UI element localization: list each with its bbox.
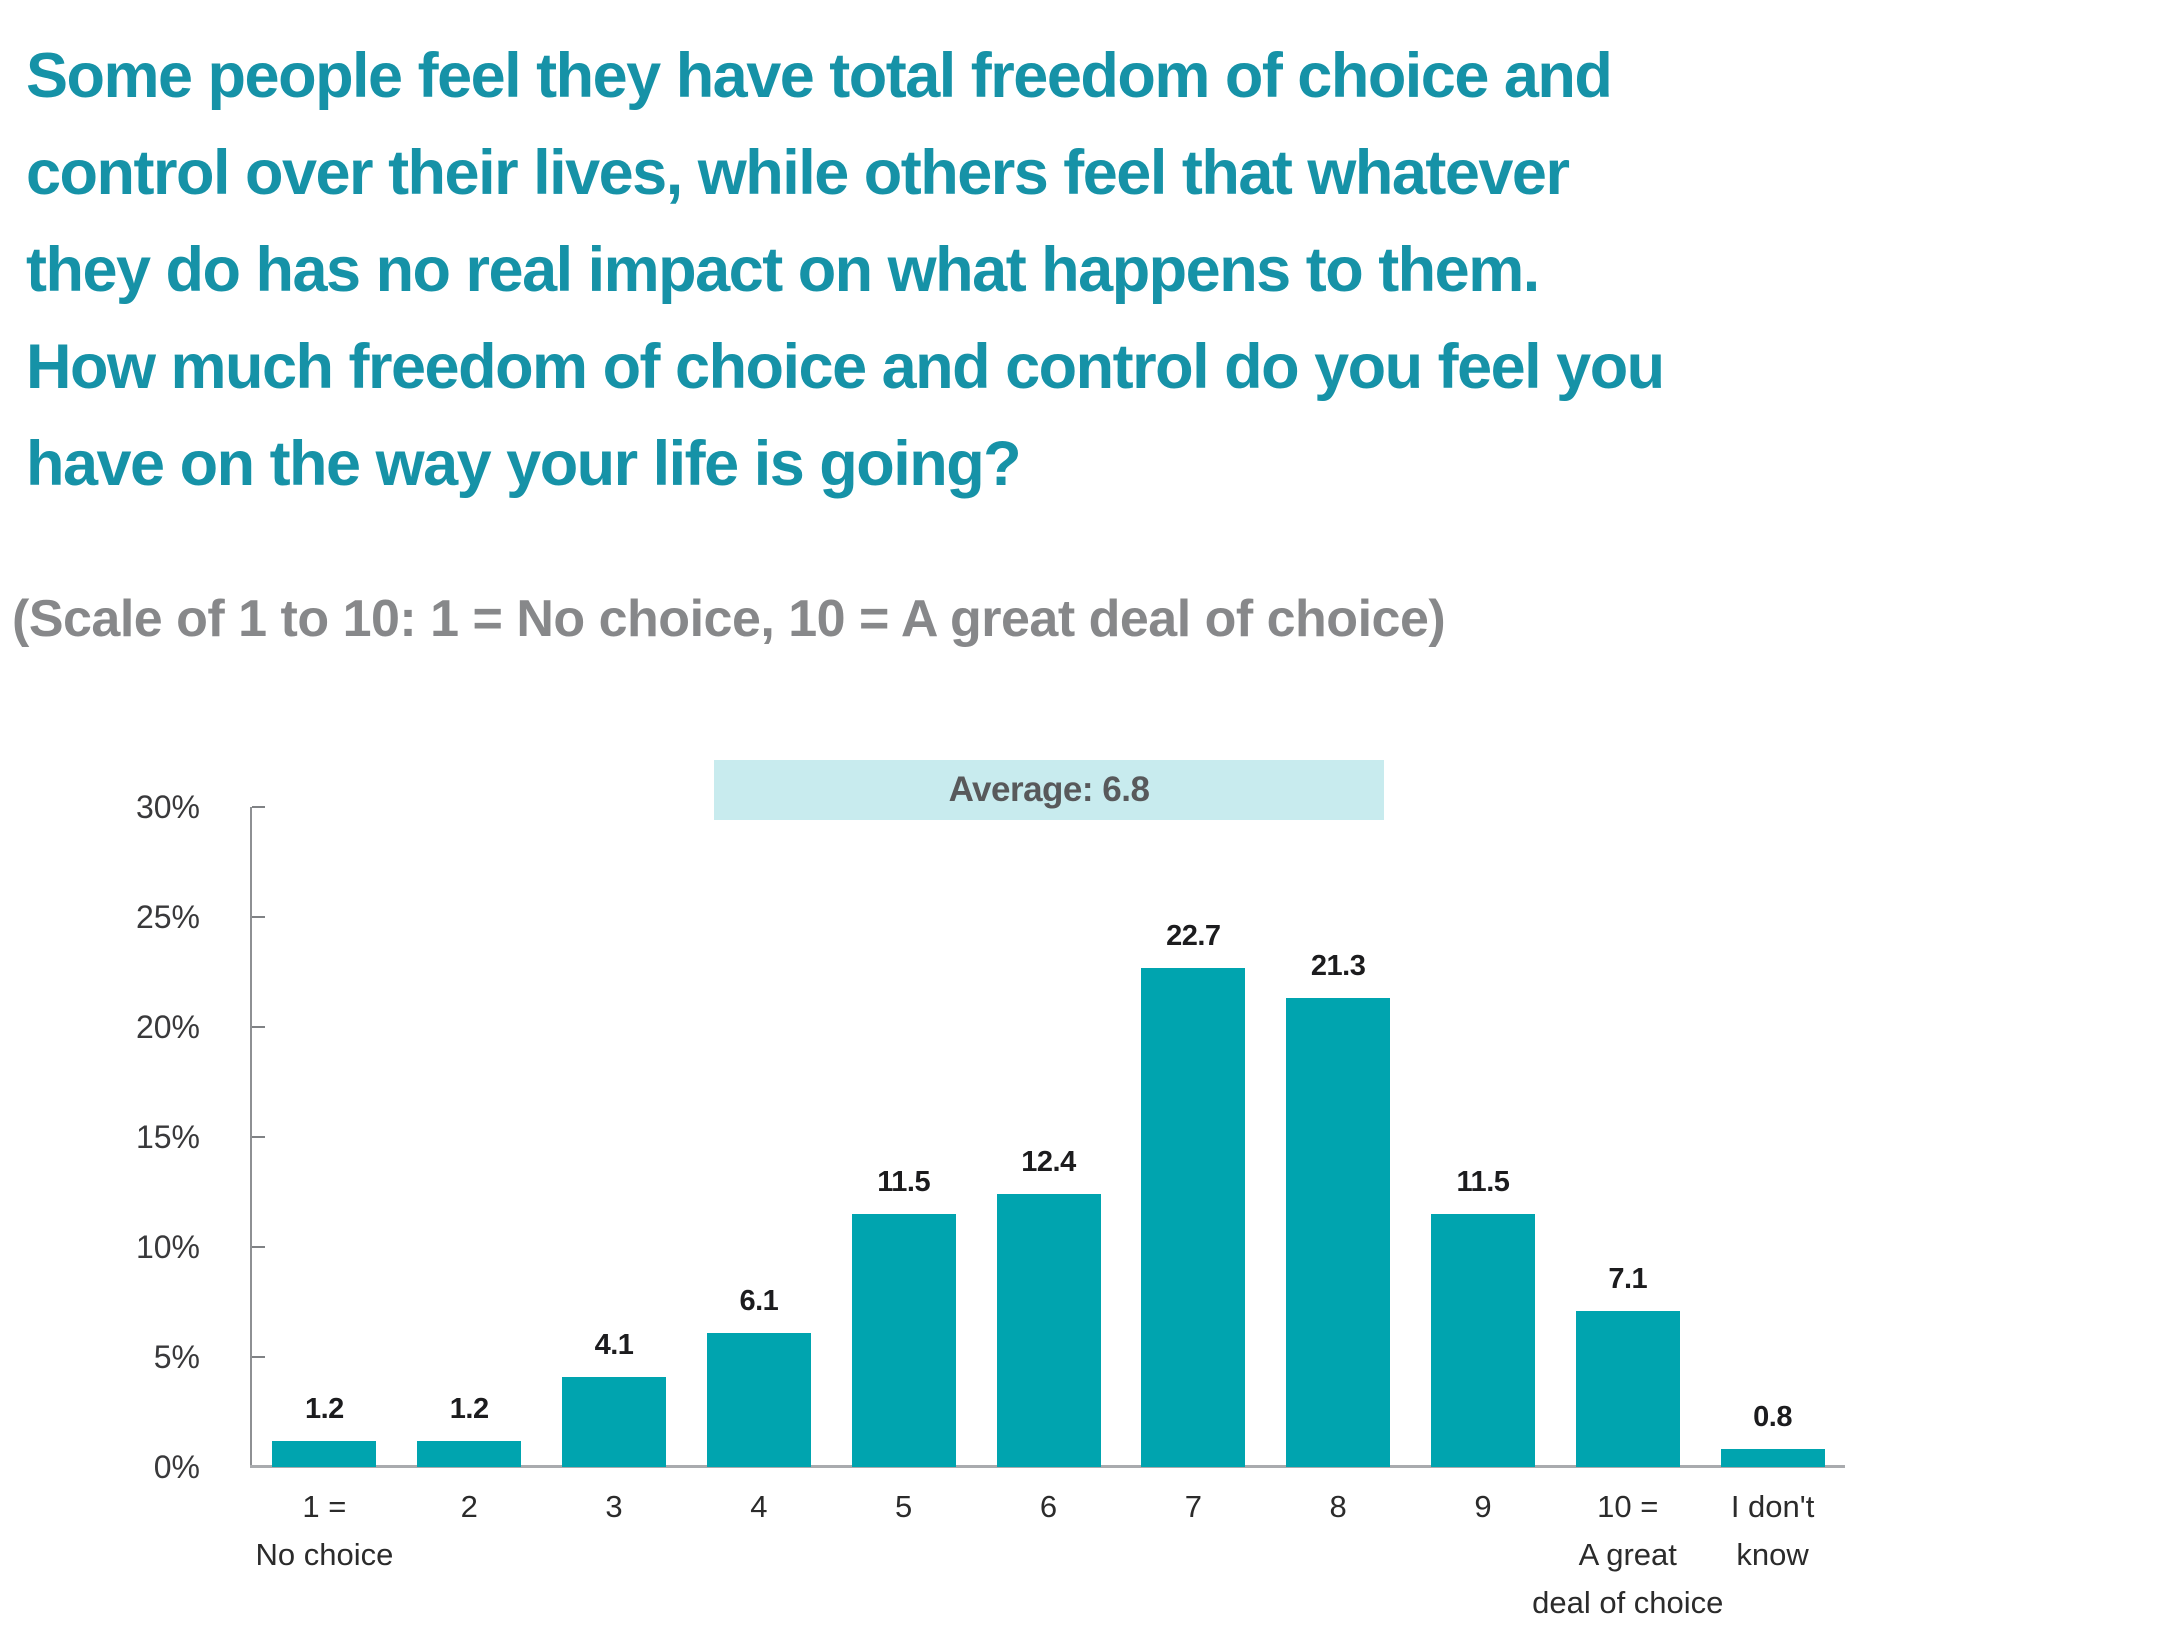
bar [272,1440,377,1467]
bar [1720,1449,1825,1467]
bar-value-label: 22.7 [1166,919,1221,952]
bar-value-label: 1.2 [304,1392,344,1425]
bar-value-label: 11.5 [877,1166,931,1198]
x-axis-label: 10 = A great deal of choice [1532,1489,1724,1620]
x-axis-label: I don't know [1730,1489,1815,1572]
x-axis-label: 4 [750,1489,768,1524]
x-axis-label: 1 = No choice [255,1489,394,1572]
x-axis-label: 8 [1329,1489,1347,1524]
y-axis-tick-label: 5% [153,1339,200,1375]
x-axis-label: 3 [605,1489,623,1524]
y-axis-tick [252,806,265,808]
x-axis-label: 5 [895,1489,913,1524]
y-axis-tick-label: 25% [135,899,200,935]
y-axis-tick [252,916,265,918]
question-title: Some people feel they have total freedom… [26,41,1665,499]
y-axis-tick-label: 20% [135,1009,200,1045]
y-axis-tick [252,1026,265,1028]
y-axis-tick [252,1136,265,1138]
y-axis-line [250,807,252,1467]
x-axis-label: 7 [1184,1489,1202,1524]
bar [1575,1310,1680,1467]
bar-value-label: 0.8 [1753,1401,1792,1434]
x-axis-label: 2 [460,1489,478,1524]
bar-value-label: 12.4 [1021,1146,1076,1179]
bar-value-label: 7.1 [1608,1262,1648,1295]
bar-value-label: 4.1 [594,1328,634,1361]
y-axis-tick [252,1246,265,1248]
bar-value-label: 21.3 [1310,950,1366,983]
y-axis-tick-label: 10% [135,1229,200,1265]
bar [417,1440,522,1467]
bar-value-label: 1.2 [449,1392,489,1425]
bar [1141,967,1246,1467]
bar [1286,998,1391,1467]
scale-note: (Scale of 1 to 10: 1 = No choice, 10 = A… [12,590,1446,648]
x-axis-label: 6 [1039,1489,1058,1524]
bar [1430,1214,1535,1467]
y-axis-tick-label: 30% [135,789,200,825]
bar-value-label: 11.5 [1456,1166,1510,1198]
bar [996,1194,1101,1467]
y-axis-tick [252,1356,265,1358]
bar [562,1376,667,1467]
bar-value-label: 6.1 [739,1284,779,1317]
average-annotation-box: Average: 6.8 [714,760,1384,820]
x-axis-label: 9 [1474,1489,1492,1524]
average-annotation-label: Average: 6.8 [948,770,1150,809]
y-axis-tick-label: 0% [153,1449,200,1485]
bar [851,1214,956,1467]
bar [706,1332,811,1467]
y-axis-tick-label: 15% [135,1119,200,1155]
